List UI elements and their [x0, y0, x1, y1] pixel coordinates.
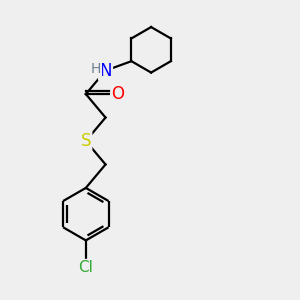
Text: N: N [99, 61, 112, 80]
Text: H: H [91, 62, 101, 76]
Text: O: O [111, 85, 124, 103]
Text: Cl: Cl [78, 260, 93, 275]
Text: S: S [81, 132, 91, 150]
